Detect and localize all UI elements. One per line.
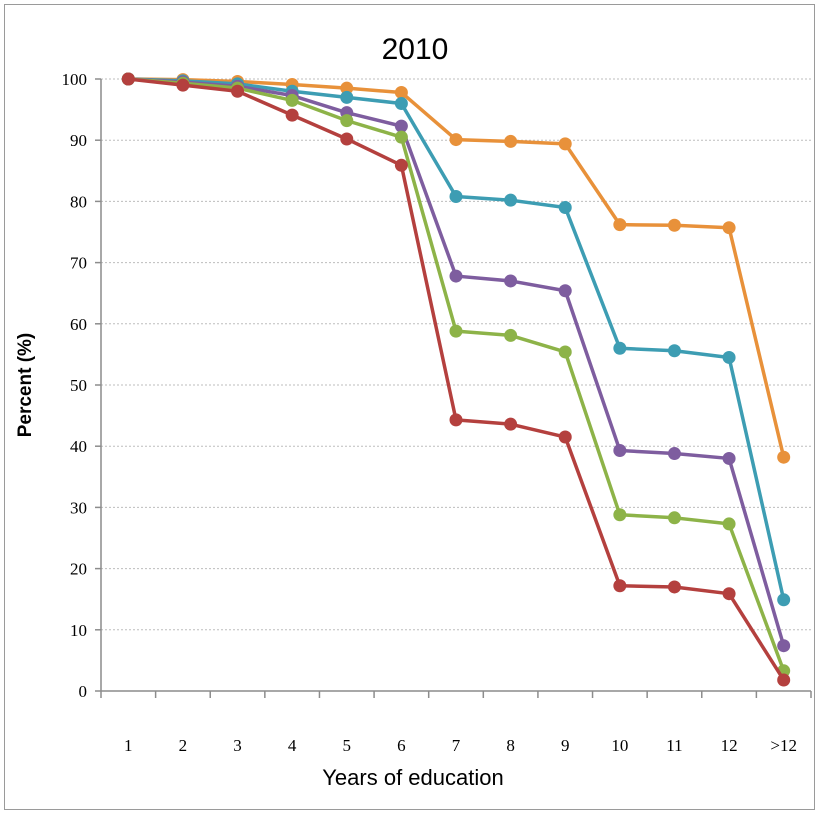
- data-point: [285, 108, 299, 122]
- y-tick-label: 20: [70, 560, 87, 579]
- data-point: [722, 350, 736, 364]
- data-point: [394, 130, 408, 144]
- data-point: [667, 344, 681, 358]
- data-point: [285, 93, 299, 107]
- data-point: [558, 284, 572, 298]
- data-point: [121, 72, 135, 86]
- axes: [95, 78, 812, 698]
- data-point: [504, 328, 518, 342]
- series-3: [121, 72, 791, 653]
- data-point: [777, 639, 791, 653]
- data-point: [722, 221, 736, 235]
- x-tick-label: 9: [561, 736, 570, 755]
- data-point: [558, 137, 572, 151]
- y-tick-label: 70: [70, 254, 87, 273]
- data-point: [777, 593, 791, 607]
- x-tick-label: 10: [611, 736, 628, 755]
- data-series: [121, 72, 791, 687]
- series-line: [128, 77, 786, 601]
- data-point: [504, 193, 518, 207]
- y-tick-label: 90: [70, 131, 87, 150]
- data-point: [449, 190, 463, 204]
- data-point: [613, 579, 627, 593]
- data-point: [449, 269, 463, 283]
- data-point: [667, 447, 681, 461]
- y-tick-label: 60: [70, 315, 87, 334]
- x-tick-label: >12: [770, 736, 797, 755]
- x-axis-label: Years of education: [322, 765, 503, 790]
- data-point: [777, 450, 791, 464]
- data-point: [394, 158, 408, 172]
- data-point: [340, 114, 354, 128]
- data-point: [558, 430, 572, 444]
- data-point: [449, 413, 463, 427]
- data-point: [722, 587, 736, 601]
- x-tick-label: 12: [721, 736, 738, 755]
- data-point: [504, 274, 518, 288]
- data-point: [777, 673, 791, 687]
- data-point: [558, 345, 572, 359]
- data-point: [504, 134, 518, 148]
- y-tick-labels: 0 10 20 30 40 50 60 70 80 90 100: [62, 70, 88, 701]
- x-tick-label: 4: [288, 736, 297, 755]
- y-tick-label: 100: [62, 70, 88, 89]
- data-point: [667, 511, 681, 525]
- data-point: [394, 85, 408, 99]
- data-point: [613, 443, 627, 457]
- x-tick-label: 2: [179, 736, 188, 755]
- series-line: [128, 77, 786, 647]
- series-4: [121, 72, 791, 678]
- series-line: [128, 77, 786, 681]
- y-tick-label: 10: [70, 621, 87, 640]
- data-point: [394, 119, 408, 133]
- data-point: [667, 580, 681, 594]
- data-point: [231, 84, 245, 98]
- y-axis-label: Percent (%): [15, 333, 36, 438]
- x-tick-label: 1: [124, 736, 133, 755]
- data-point: [340, 81, 354, 95]
- data-point: [449, 133, 463, 147]
- chart-frame: 2010 0 10 20 30 40 50 60 70 80 90 100 1 2 3 4 5 6 7 8 9 10 1…: [4, 4, 815, 810]
- x-tick-label: 5: [343, 736, 352, 755]
- series-2: [121, 72, 791, 607]
- y-tick-label: 50: [70, 376, 87, 395]
- data-point: [340, 90, 354, 104]
- x-tick-label: 11: [666, 736, 682, 755]
- data-point: [613, 508, 627, 522]
- data-point: [394, 96, 408, 110]
- data-point: [613, 341, 627, 355]
- data-point: [722, 517, 736, 531]
- chart-title: 2010: [382, 33, 449, 66]
- data-point: [449, 324, 463, 338]
- x-tick-label: 3: [233, 736, 242, 755]
- data-point: [176, 78, 190, 92]
- y-tick-label: 40: [70, 437, 87, 456]
- data-point: [504, 417, 518, 431]
- series-line: [128, 77, 786, 672]
- data-point: [667, 218, 681, 232]
- x-tick-label: 6: [397, 736, 406, 755]
- x-tick-label: 7: [452, 736, 461, 755]
- data-point: [613, 218, 627, 232]
- data-point: [722, 451, 736, 465]
- data-point: [340, 132, 354, 146]
- y-tick-label: 0: [79, 682, 88, 701]
- x-tick-labels: 1 2 3 4 5 6 7 8 9 10 11 12 >12: [124, 736, 797, 755]
- series-5: [121, 72, 791, 687]
- y-tick-label: 30: [70, 498, 87, 517]
- x-tick-label: 8: [506, 736, 515, 755]
- y-tick-label: 80: [70, 192, 87, 211]
- series-1: [121, 72, 791, 464]
- data-point: [558, 201, 572, 215]
